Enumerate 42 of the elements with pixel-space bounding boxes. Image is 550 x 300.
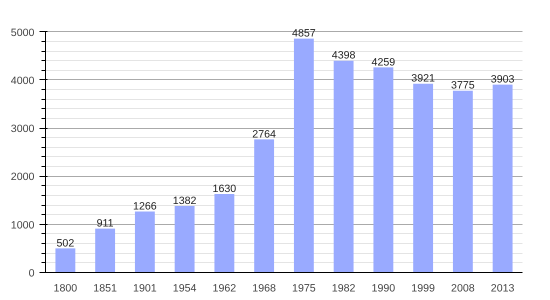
x-tick-label: 1800 <box>54 282 78 294</box>
bar <box>452 90 473 272</box>
bar <box>174 206 195 272</box>
bar <box>334 60 354 272</box>
y-tick-label: 5000 <box>10 26 35 39</box>
data-label: 4398 <box>332 50 356 62</box>
data-label: 1630 <box>212 183 236 196</box>
x-tick-label: 2013 <box>490 282 515 294</box>
x-tick-label: 2008 <box>451 282 475 294</box>
bar <box>413 84 434 272</box>
bar <box>214 194 234 272</box>
data-label: 4857 <box>292 28 316 40</box>
x-tick-label: 1962 <box>212 282 236 294</box>
x-tick-label: 1999 <box>411 282 436 294</box>
bar <box>95 228 116 272</box>
data-label: 4259 <box>372 56 396 68</box>
x-tick-label: 1968 <box>252 282 276 294</box>
bar <box>294 38 314 272</box>
x-tick-label: 1954 <box>172 282 197 294</box>
y-tick-label: 0 <box>28 268 35 280</box>
x-tick-label: 1975 <box>292 282 316 294</box>
bar <box>492 84 513 272</box>
data-label: 3775 <box>451 80 475 92</box>
y-tick-label: 4000 <box>10 74 35 87</box>
data-label: 3921 <box>411 72 436 85</box>
data-label: 1382 <box>172 194 197 207</box>
x-tick-label: 1901 <box>133 282 157 294</box>
bar <box>373 67 394 272</box>
y-tick-label: 2000 <box>10 171 35 184</box>
x-tick-label: 1851 <box>93 282 118 294</box>
data-label: 911 <box>96 218 114 230</box>
x-tick-label: 1982 <box>332 282 356 294</box>
bar <box>134 212 155 272</box>
data-label: 2764 <box>252 128 276 140</box>
x-tick-label: 1990 <box>372 282 396 294</box>
data-label: 502 <box>56 237 74 250</box>
bar <box>254 139 274 272</box>
y-tick-label: 3000 <box>10 123 35 136</box>
y-tick-label: 1000 <box>10 219 35 232</box>
data-label: 3903 <box>490 74 515 86</box>
bar <box>55 248 76 272</box>
data-label: 1266 <box>133 200 157 213</box>
